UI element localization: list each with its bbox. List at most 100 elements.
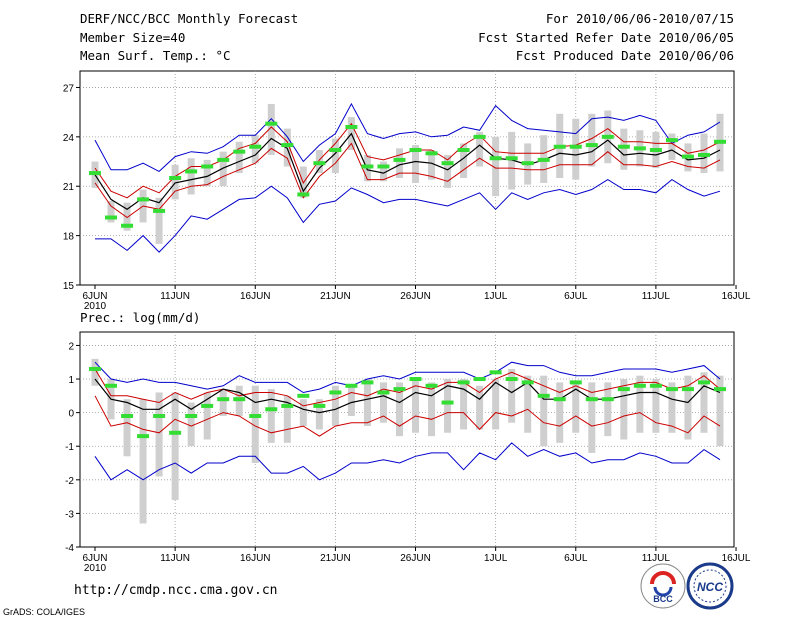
spread-box — [620, 379, 628, 440]
observed-marker — [249, 413, 262, 418]
spread-box — [331, 385, 339, 427]
spread-box — [508, 131, 516, 190]
spread-box — [524, 375, 532, 433]
observed-marker — [665, 387, 678, 392]
spread-box — [235, 141, 243, 174]
observed-marker — [409, 148, 422, 153]
forecast-produced-date: Fcst Produced Date 2010/06/06 — [515, 48, 734, 63]
observed-marker — [457, 148, 470, 153]
observed-marker — [345, 383, 358, 388]
observed-marker — [153, 413, 166, 418]
spread-box — [347, 385, 355, 416]
observed-marker — [393, 387, 406, 392]
observed-marker — [169, 176, 182, 180]
spread-box — [668, 133, 676, 160]
max-line — [94, 102, 721, 173]
observed-marker — [377, 390, 390, 395]
spread-box — [123, 202, 131, 231]
y-tick-label: -3 — [65, 509, 74, 520]
spread-box — [700, 372, 708, 433]
observed-marker — [697, 152, 710, 157]
spread-box — [652, 379, 660, 433]
x-tick-label: 6JUL — [564, 553, 588, 564]
min-line — [94, 442, 721, 481]
observed-marker — [361, 380, 374, 385]
y-tick-label: -4 — [65, 543, 74, 554]
observed-marker — [633, 383, 646, 388]
observed-marker — [585, 397, 598, 402]
spread-box — [267, 389, 275, 443]
observed-marker — [297, 192, 310, 197]
spread-box — [395, 382, 403, 437]
spread-box — [379, 161, 387, 182]
observed-marker — [121, 223, 134, 228]
observed-marker — [409, 377, 422, 382]
x-tick-label: 26JUN — [400, 553, 431, 564]
observed-marker — [489, 156, 502, 161]
y-tick-label: 24 — [63, 133, 75, 144]
spread-box — [251, 385, 259, 464]
observed-marker — [217, 157, 230, 162]
spread-box — [460, 143, 468, 178]
y-tick-label: -1 — [65, 442, 74, 453]
spread-box — [267, 103, 275, 155]
observed-marker — [121, 413, 134, 418]
x-tick-label: 16JUL — [722, 291, 751, 302]
observed-marker — [281, 403, 294, 408]
variable-label: Mean Surf. Temp.: °C — [80, 48, 231, 63]
observed-marker — [105, 383, 118, 388]
observed-marker — [169, 430, 182, 435]
spread-box — [91, 358, 99, 386]
precip-panel-title: Prec.: log(mm/d) — [80, 310, 201, 325]
observed-marker — [521, 161, 534, 166]
spread-box — [283, 128, 291, 167]
observed-marker — [185, 413, 198, 418]
x-tick-label: 26JUN — [400, 291, 431, 302]
observed-marker — [649, 148, 662, 153]
observed-marker — [89, 366, 101, 371]
spread-box — [412, 379, 420, 433]
observed-marker — [185, 169, 198, 174]
spread-box — [203, 392, 211, 440]
x-tick-label: 1JUL — [484, 291, 508, 302]
min-line — [95, 178, 721, 253]
observed-marker — [537, 393, 550, 398]
spread-box — [379, 382, 387, 423]
spread-box — [155, 197, 163, 244]
spread-box — [363, 379, 371, 427]
spread-box — [315, 399, 323, 430]
x-tick-label: 11JUN — [160, 553, 190, 564]
panel-temperature: 15 18 21 24 27 6JUN 11JUN 16JUN 21JUN 26JUN 1JUL 6J… — [63, 70, 751, 312]
spread-box — [476, 131, 484, 167]
observed-marker — [217, 397, 230, 402]
observed-marker — [665, 138, 678, 143]
observed-marker — [441, 400, 454, 405]
observed-marker — [617, 144, 630, 149]
observed-marker — [137, 434, 150, 439]
spread-box — [412, 145, 420, 183]
plot-frame — [79, 331, 735, 548]
x-year-label: 2010 — [84, 301, 107, 312]
observed-marker — [553, 397, 566, 402]
observed-marker — [553, 144, 566, 149]
observed-marker — [265, 121, 278, 126]
spread-box — [588, 113, 596, 167]
source-url[interactable]: http://cmdp.ncc.cma.gov.cn — [74, 583, 278, 598]
x-tick-label: 6JUL — [564, 291, 588, 302]
observed-marker — [425, 151, 438, 156]
spread-box — [203, 159, 211, 187]
x-tick-label: 6JUN — [82, 553, 107, 564]
spread-box — [107, 201, 115, 223]
spread-box — [588, 382, 596, 453]
x-tick-label: 11JUN — [160, 291, 190, 302]
spread-box — [668, 382, 676, 433]
observed-marker — [537, 157, 550, 162]
observed-marker — [473, 377, 486, 382]
observed-marker — [601, 134, 614, 139]
spread-box — [187, 402, 195, 447]
observed-marker — [569, 380, 582, 385]
spread-box — [572, 382, 580, 433]
spread-box — [219, 151, 227, 187]
upper-band-line — [94, 122, 721, 199]
